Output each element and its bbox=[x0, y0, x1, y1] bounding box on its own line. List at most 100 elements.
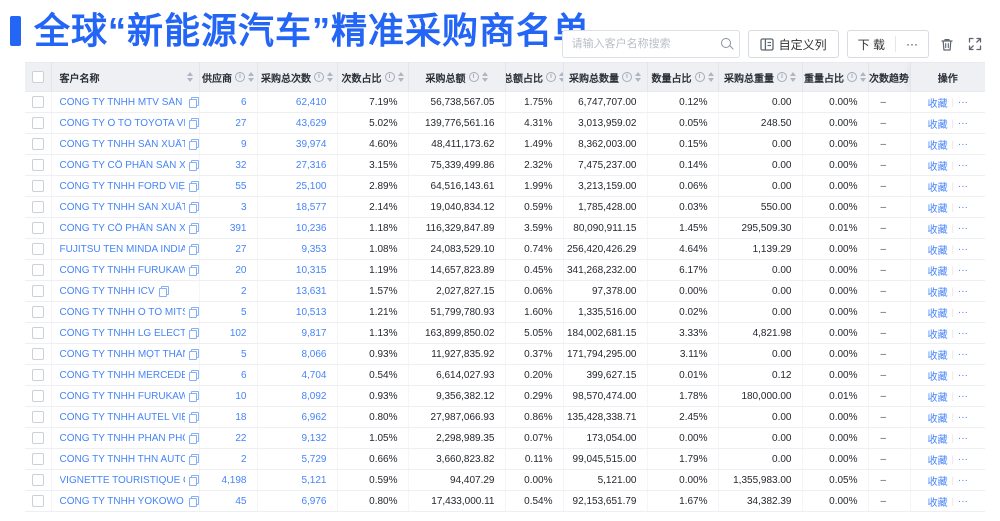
purchase-count-link[interactable]: 9,132 bbox=[301, 432, 327, 444]
customer-name-link[interactable]: CÔNG TY TNHH Ô TÔ MITSUBI... bbox=[59, 306, 185, 318]
favorite-link[interactable]: 收藏 bbox=[927, 224, 948, 236]
copy-icon[interactable] bbox=[188, 138, 198, 150]
purchase-count-link[interactable]: 43,629 bbox=[295, 117, 327, 129]
purchase-count-link[interactable]: 10,236 bbox=[295, 222, 327, 234]
row-checkbox[interactable] bbox=[31, 138, 44, 150]
purchase-count-link[interactable]: 18,577 bbox=[295, 201, 327, 213]
supplier-count-link[interactable]: 6 bbox=[240, 369, 247, 381]
supplier-count-link[interactable]: 5 bbox=[240, 306, 247, 318]
supplier-count-link[interactable]: 45 bbox=[235, 495, 247, 507]
copy-icon[interactable] bbox=[188, 222, 198, 234]
favorite-link[interactable]: 收藏 bbox=[927, 161, 948, 173]
row-checkbox[interactable] bbox=[31, 117, 44, 129]
row-checkbox[interactable] bbox=[31, 159, 44, 171]
sort-icon[interactable] bbox=[559, 72, 563, 82]
copy-icon[interactable] bbox=[158, 285, 169, 297]
purchase-count-link[interactable]: 27,316 bbox=[295, 159, 327, 171]
purchase-count-link[interactable]: 62,410 bbox=[295, 96, 327, 108]
sort-icon[interactable] bbox=[327, 72, 333, 82]
copy-icon[interactable] bbox=[188, 390, 198, 402]
row-checkbox[interactable] bbox=[31, 306, 44, 318]
favorite-link[interactable]: 收藏 bbox=[927, 182, 948, 194]
download-button[interactable]: 下 载 bbox=[848, 30, 895, 58]
copy-icon[interactable] bbox=[188, 201, 198, 213]
copy-icon[interactable] bbox=[188, 495, 198, 507]
customer-name-link[interactable]: CÔNG TY Ô TÔ TOYOTA VIỆT ... bbox=[59, 117, 185, 129]
purchase-count-link[interactable]: 4,704 bbox=[301, 369, 327, 381]
favorite-link[interactable]: 收藏 bbox=[927, 476, 948, 488]
favorite-link[interactable]: 收藏 bbox=[927, 350, 948, 362]
copy-icon[interactable] bbox=[188, 411, 198, 423]
copy-icon[interactable] bbox=[188, 474, 198, 486]
copy-icon[interactable] bbox=[188, 327, 198, 339]
sort-icon[interactable] bbox=[186, 72, 193, 82]
supplier-count-link[interactable]: 5 bbox=[240, 348, 247, 360]
supplier-count-link[interactable]: 22 bbox=[235, 432, 247, 444]
row-checkbox[interactable] bbox=[31, 495, 44, 507]
favorite-link[interactable]: 收藏 bbox=[927, 98, 948, 110]
favorite-link[interactable]: 收藏 bbox=[927, 497, 948, 509]
row-more-link[interactable]: ··· bbox=[957, 411, 968, 423]
purchase-count-link[interactable]: 10,315 bbox=[295, 264, 327, 276]
customer-name-link[interactable]: FUJITSU TEN MINDA INDIA PVT... bbox=[59, 243, 185, 255]
copy-icon[interactable] bbox=[188, 117, 198, 129]
row-checkbox[interactable] bbox=[31, 327, 44, 339]
favorite-link[interactable]: 收藏 bbox=[927, 392, 948, 404]
supplier-count-link[interactable]: 32 bbox=[235, 159, 247, 171]
supplier-count-link[interactable]: 2 bbox=[240, 453, 247, 465]
fullscreen-icon[interactable] bbox=[965, 34, 985, 54]
row-more-link[interactable]: ··· bbox=[957, 222, 968, 234]
favorite-link[interactable]: 收藏 bbox=[927, 245, 948, 257]
purchase-count-link[interactable]: 6,962 bbox=[301, 411, 327, 423]
supplier-count-link[interactable]: 2 bbox=[240, 285, 247, 297]
sort-icon[interactable] bbox=[481, 72, 488, 82]
row-checkbox[interactable] bbox=[31, 96, 44, 108]
customer-name-link[interactable]: CÔNG TY TNHH FURUKAWA A... bbox=[59, 264, 185, 276]
row-more-link[interactable]: ··· bbox=[957, 348, 968, 360]
row-more-link[interactable]: ··· bbox=[957, 201, 968, 213]
customer-name-link[interactable]: CÔNG TY TNHH MTV SẢN XUẤ... bbox=[59, 96, 185, 108]
customer-name-link[interactable]: CÔNG TY TNHH MERCEDES–B... bbox=[59, 369, 185, 381]
sort-icon[interactable] bbox=[635, 72, 641, 82]
row-checkbox[interactable] bbox=[31, 432, 44, 444]
favorite-link[interactable]: 收藏 bbox=[927, 455, 948, 467]
favorite-link[interactable]: 收藏 bbox=[927, 413, 948, 425]
sort-icon[interactable] bbox=[790, 72, 796, 82]
customer-name-link[interactable]: CÔNG TY TNHH SẢN XUẤT VÀ ... bbox=[59, 138, 185, 150]
purchase-count-link[interactable]: 39,974 bbox=[295, 138, 327, 150]
supplier-count-link[interactable]: 18 bbox=[235, 411, 247, 423]
supplier-count-link[interactable]: 391 bbox=[229, 222, 247, 234]
copy-icon[interactable] bbox=[188, 243, 198, 255]
row-more-link[interactable]: ··· bbox=[957, 159, 968, 171]
row-more-link[interactable]: ··· bbox=[957, 138, 968, 150]
purchase-count-link[interactable]: 25,100 bbox=[295, 180, 327, 192]
purchase-count-link[interactable]: 8,066 bbox=[301, 348, 327, 360]
row-more-link[interactable]: ··· bbox=[957, 96, 968, 108]
supplier-count-link[interactable]: 55 bbox=[235, 180, 247, 192]
supplier-count-link[interactable]: 4,198 bbox=[221, 474, 247, 486]
customer-name-link[interactable]: CÔNG TY TNHH ICV bbox=[59, 285, 155, 297]
favorite-link[interactable]: 收藏 bbox=[927, 119, 948, 131]
row-more-link[interactable]: ··· bbox=[957, 264, 968, 276]
favorite-link[interactable]: 收藏 bbox=[927, 434, 948, 446]
copy-icon[interactable] bbox=[188, 306, 198, 318]
sort-icon[interactable] bbox=[248, 72, 254, 82]
row-more-link[interactable]: ··· bbox=[957, 453, 968, 465]
purchase-count-link[interactable]: 13,631 bbox=[295, 285, 327, 297]
favorite-link[interactable]: 收藏 bbox=[927, 140, 948, 152]
row-checkbox[interactable] bbox=[31, 411, 44, 423]
supplier-count-link[interactable]: 20 bbox=[235, 264, 247, 276]
row-more-link[interactable]: ··· bbox=[957, 432, 968, 444]
supplier-count-link[interactable]: 102 bbox=[229, 327, 247, 339]
copy-icon[interactable] bbox=[188, 453, 198, 465]
customer-name-link[interactable]: CÔNG TY TNHH AUTEL VIỆT N... bbox=[59, 411, 185, 423]
supplier-count-link[interactable]: 3 bbox=[240, 201, 247, 213]
sort-icon[interactable] bbox=[860, 72, 866, 82]
copy-icon[interactable] bbox=[188, 348, 198, 360]
copy-icon[interactable] bbox=[188, 96, 198, 108]
purchase-count-link[interactable]: 10,513 bbox=[295, 306, 327, 318]
row-checkbox[interactable] bbox=[31, 390, 44, 402]
select-all-checkbox[interactable] bbox=[31, 70, 44, 83]
customer-name-link[interactable]: VIGNETTE TOURISTIQUE G UNI... bbox=[59, 474, 185, 486]
purchase-count-link[interactable]: 5,121 bbox=[301, 474, 327, 486]
